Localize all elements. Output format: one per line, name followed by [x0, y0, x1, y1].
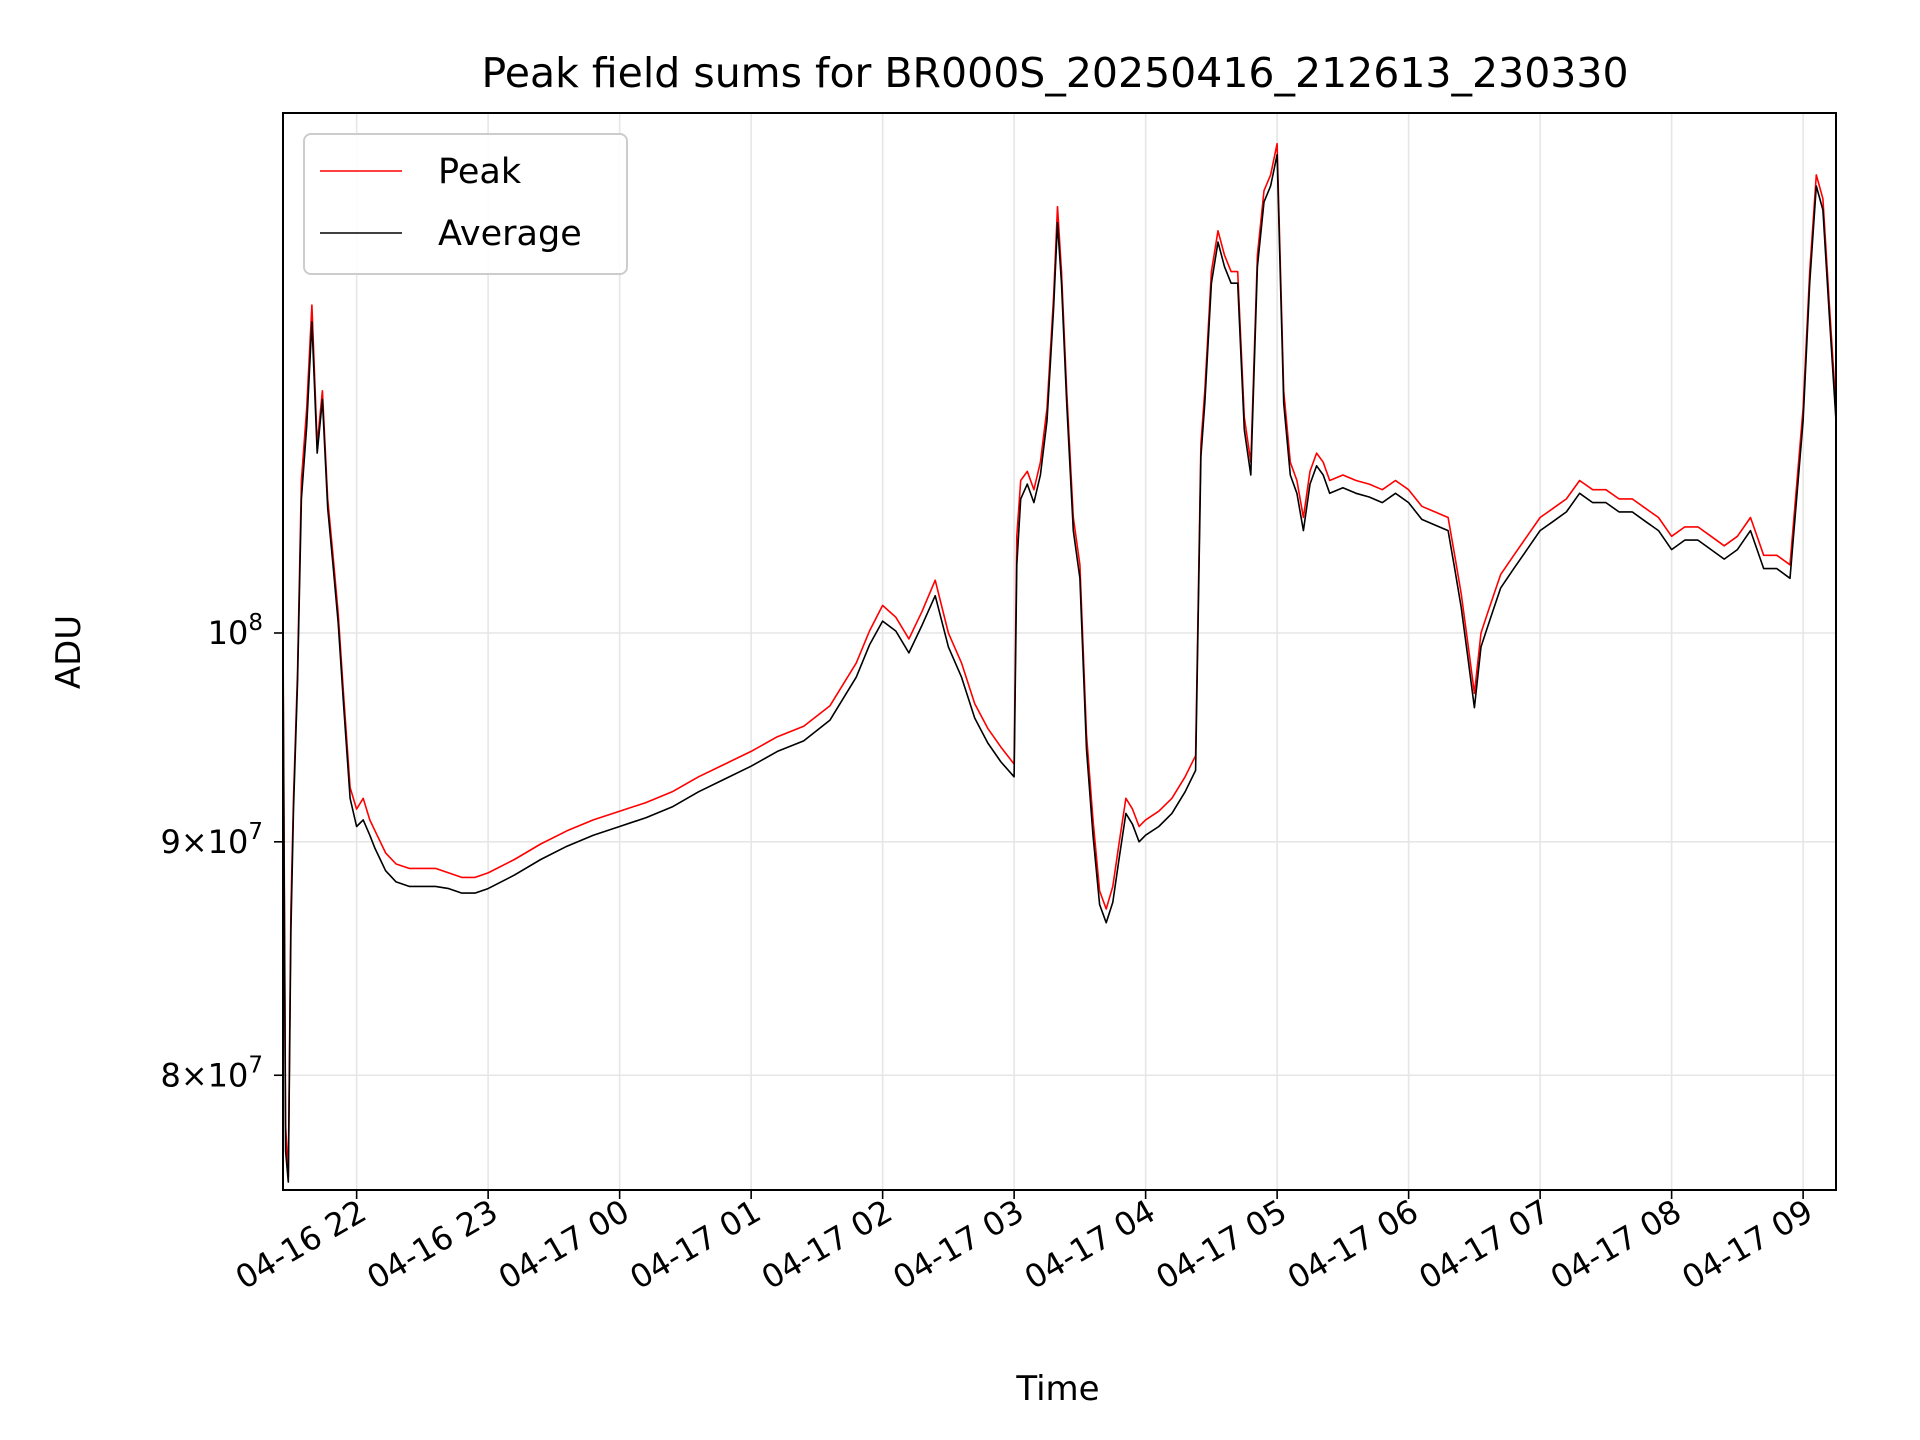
legend: Peak Average — [303, 133, 628, 275]
chart-title: Peak field sums for BR000S_20250416_2126… — [481, 49, 1628, 97]
y-tick-label: 108 — [208, 610, 263, 652]
legend-label-peak: Peak — [438, 152, 522, 192]
legend-box — [303, 133, 628, 275]
plot-area-frame — [282, 112, 1837, 1191]
y-tick-label: 9×107 — [160, 819, 263, 861]
y-tick-label: 8×107 — [160, 1052, 263, 1094]
series-layer — [283, 142, 1836, 1183]
grid-lines — [283, 113, 1836, 1190]
series-line-peak — [283, 142, 1836, 1178]
x-axis-label: Time — [1015, 1369, 1099, 1409]
y-axis-label: ADU — [49, 615, 89, 689]
series-line-average — [283, 153, 1836, 1183]
y-axis: 8×107 9×107 108 — [160, 610, 283, 1094]
legend-label-average: Average — [438, 214, 582, 254]
